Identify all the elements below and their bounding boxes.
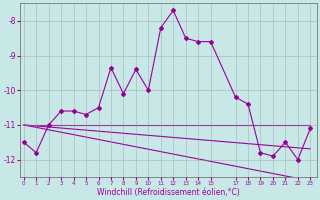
X-axis label: Windchill (Refroidissement éolien,°C): Windchill (Refroidissement éolien,°C) — [97, 188, 240, 197]
